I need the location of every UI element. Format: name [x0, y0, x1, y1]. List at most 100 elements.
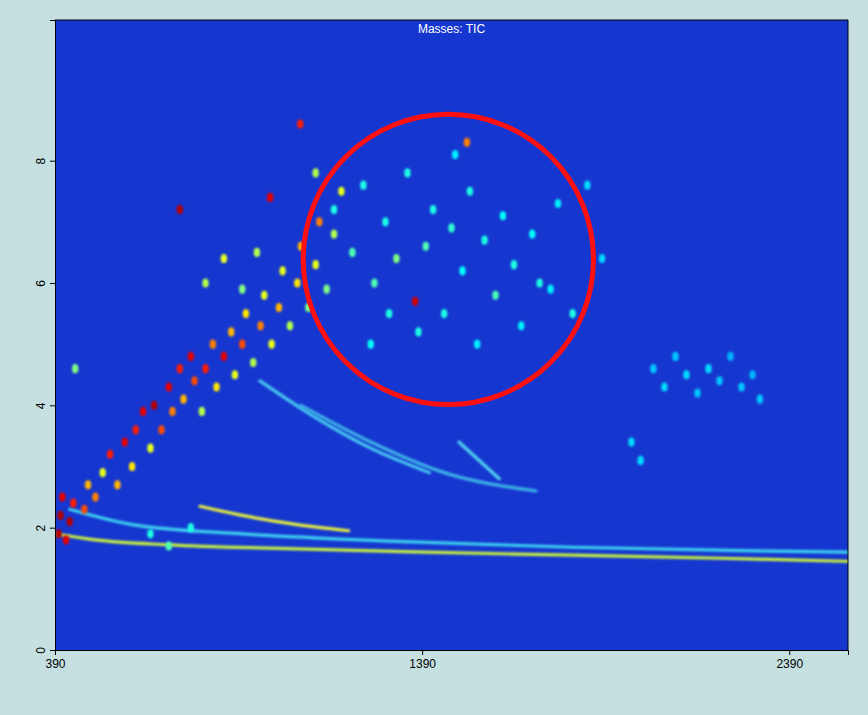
peak — [368, 340, 374, 349]
peak — [529, 229, 535, 238]
y-tick: 2 — [34, 525, 55, 532]
peak — [66, 517, 72, 526]
y-tick-mark — [50, 528, 55, 529]
peak — [683, 370, 689, 379]
peak — [584, 181, 590, 190]
frame-top — [55, 20, 848, 21]
x-tick: 390 — [45, 650, 65, 671]
peak — [107, 450, 113, 459]
peak — [100, 468, 106, 477]
peak — [243, 309, 249, 318]
x-axis: 390 1390 2390 — [45, 650, 848, 671]
peak — [158, 425, 164, 434]
y-tick-label: 8 — [34, 158, 48, 165]
x-tick-label: 2390 — [776, 657, 803, 671]
peak — [63, 535, 69, 544]
peak — [386, 309, 392, 318]
plot: 390 1390 2390 0 2 4 6 8 Masses: TIC — [34, 20, 849, 671]
x-tick-mark — [422, 650, 423, 655]
peak — [441, 309, 447, 318]
peak — [55, 529, 61, 538]
peak — [276, 303, 282, 312]
peak — [474, 340, 480, 349]
peak — [85, 480, 91, 489]
peak — [133, 425, 139, 434]
peak — [500, 211, 506, 220]
peak — [481, 236, 487, 245]
peak — [412, 297, 418, 306]
peak — [518, 321, 524, 330]
peak — [404, 168, 410, 177]
peak — [459, 266, 465, 275]
peak — [716, 376, 722, 385]
peak — [415, 327, 421, 336]
y-tick-label: 2 — [34, 525, 48, 532]
peak — [191, 376, 197, 385]
peak — [492, 291, 498, 300]
peak — [129, 462, 135, 471]
peak — [672, 352, 678, 361]
peak — [177, 364, 183, 373]
peak — [694, 389, 700, 398]
peak — [140, 407, 146, 416]
peak — [250, 358, 256, 367]
peak — [268, 340, 274, 349]
peak — [267, 193, 273, 202]
bleed-line — [55, 534, 848, 562]
bleed-line — [301, 405, 536, 491]
peak — [147, 529, 153, 538]
x-tick: 2390 — [776, 650, 803, 671]
peak — [338, 187, 344, 196]
y-tick: 0 — [34, 647, 55, 654]
peak — [180, 395, 186, 404]
peak — [628, 437, 634, 446]
y-tick-label: 4 — [34, 402, 48, 409]
x-tick-mark — [789, 650, 790, 655]
peak — [371, 278, 377, 287]
peak — [331, 229, 337, 238]
plot-background — [55, 20, 848, 650]
peak — [331, 205, 337, 214]
peak — [261, 291, 267, 300]
y-tick-label: 0 — [34, 647, 48, 654]
y-tick: 4 — [34, 402, 55, 409]
peak — [316, 217, 322, 226]
marks — [55, 119, 848, 561]
peak — [188, 523, 194, 532]
y-tick: 8 — [34, 158, 55, 165]
peak — [202, 364, 208, 373]
bleed-line — [70, 509, 848, 552]
peak — [147, 444, 153, 453]
peak — [177, 205, 183, 214]
peak — [511, 260, 517, 269]
peak — [430, 205, 436, 214]
peak — [221, 254, 227, 263]
peak — [213, 382, 219, 391]
chart-svg: 390 1390 2390 0 2 4 6 8 Masses: TIC — [0, 0, 868, 715]
peak — [569, 309, 575, 318]
y-axis-line — [50, 21, 56, 651]
peak — [360, 181, 366, 190]
peak — [228, 327, 234, 336]
peak — [467, 187, 473, 196]
peak — [239, 285, 245, 294]
peak — [169, 407, 175, 416]
peak — [448, 223, 454, 232]
peak — [287, 321, 293, 330]
peak — [232, 370, 238, 379]
peak — [294, 278, 300, 287]
peak — [114, 480, 120, 489]
y-tick: 6 — [34, 280, 55, 287]
peak — [188, 352, 194, 361]
peak — [239, 340, 245, 349]
peak — [749, 370, 755, 379]
peak — [637, 456, 643, 465]
peak — [92, 492, 98, 501]
chart-title: Masses: TIC — [418, 22, 485, 36]
peak — [312, 168, 318, 177]
peak — [312, 260, 318, 269]
x-tick: 1390 — [409, 650, 436, 671]
peak — [254, 248, 260, 257]
chart-container: 390 1390 2390 0 2 4 6 8 Masses: TIC — [0, 0, 868, 715]
peak — [650, 364, 656, 373]
